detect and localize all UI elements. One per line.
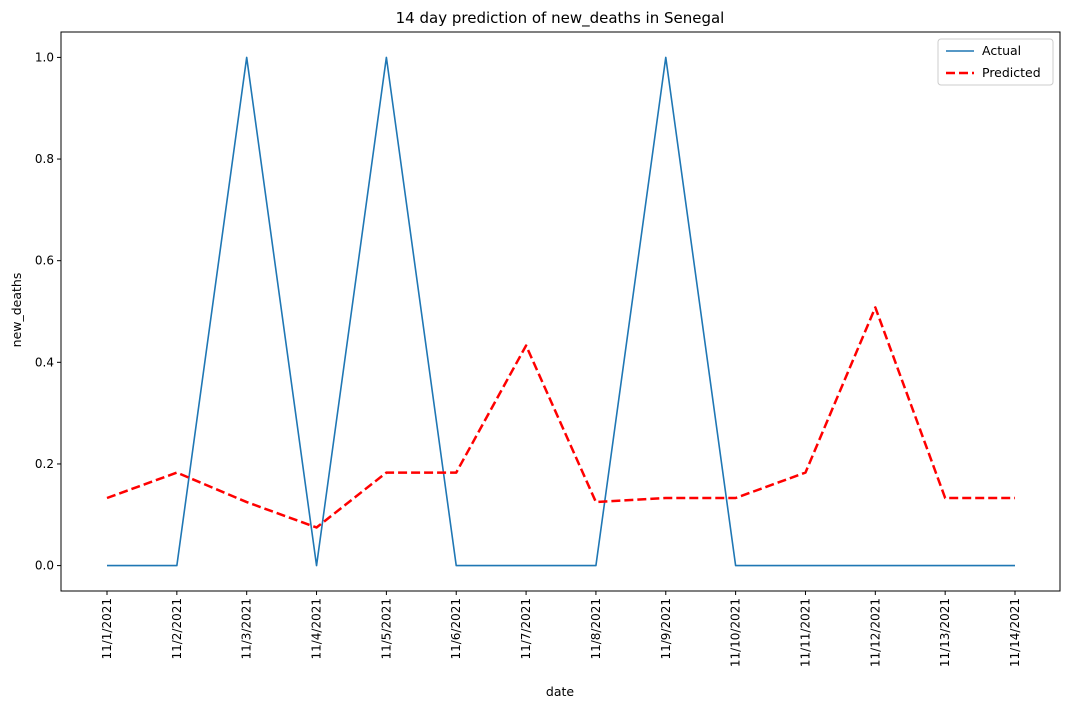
- x-tick-label: 11/12/2021: [868, 598, 882, 667]
- y-tick-label: 0.4: [35, 355, 54, 369]
- x-tick-label: 11/5/2021: [379, 598, 393, 660]
- plot-frame: [60, 31, 1061, 592]
- y-tick-label: 0.6: [35, 254, 54, 268]
- x-tick-label: 11/3/2021: [240, 598, 254, 660]
- x-tick-label: 11/7/2021: [519, 598, 533, 660]
- legend-label-actual: Actual: [982, 43, 1021, 58]
- x-axis-title: date: [546, 684, 574, 699]
- y-axis-title: new_deaths: [9, 273, 24, 348]
- x-tick-label: 11/1/2021: [100, 598, 114, 660]
- x-tick-label: 11/10/2021: [729, 598, 743, 667]
- y-tick-label: 0.8: [35, 152, 54, 166]
- y-tick-label: 1.0: [35, 50, 54, 64]
- x-tick-label: 11/9/2021: [659, 598, 673, 660]
- y-tick-label: 0.0: [35, 559, 54, 573]
- y-tick-label: 0.2: [35, 457, 54, 471]
- x-tick-label: 11/8/2021: [589, 598, 603, 660]
- x-tick-label: 11/6/2021: [449, 598, 463, 660]
- x-axis: 11/1/2021 11/2/2021 11/3/2021 11/4/2021 11/5…: [100, 591, 1022, 667]
- legend: Actual Predicted: [937, 38, 1054, 86]
- x-tick-label: 11/2/2021: [170, 598, 184, 660]
- series-line-actual: [107, 56, 1015, 567]
- chart-title: 14 day prediction of new_deaths in Seneg…: [396, 9, 725, 28]
- x-tick-label: 11/14/2021: [1008, 598, 1022, 667]
- x-tick-label: 11/11/2021: [798, 598, 812, 667]
- x-tick-label: 11/4/2021: [310, 598, 324, 660]
- plot-area: [60, 31, 1061, 592]
- x-tick-label: 11/13/2021: [938, 598, 952, 667]
- series-line-predicted: [106, 306, 1015, 529]
- y-axis: 0.0 0.2 0.4 0.6 0.8 1.0: [35, 50, 61, 573]
- legend-label-predicted: Predicted: [982, 65, 1041, 80]
- series-layer: [106, 56, 1015, 567]
